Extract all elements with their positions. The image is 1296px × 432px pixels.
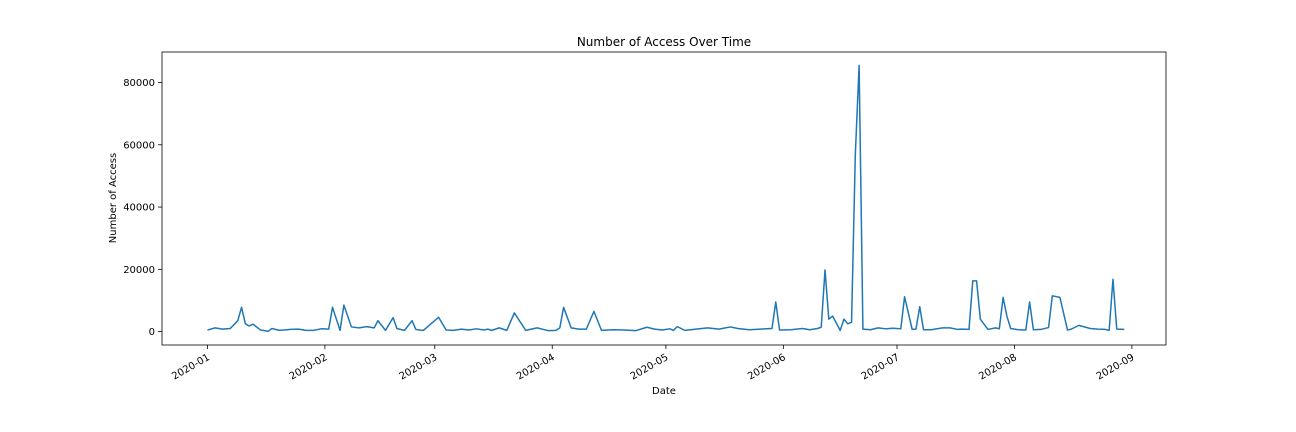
y-tick-label: 60000	[123, 140, 155, 151]
plot-line-layer	[207, 64, 1125, 333]
chart-title: Number of Access Over Time	[577, 35, 751, 49]
y-axis-ticks: 0 20000 40000 60000 80000	[123, 78, 162, 338]
series-line-0	[207, 64, 1125, 333]
y-tick-label: 0	[149, 327, 155, 338]
y-tick-label: 20000	[123, 265, 155, 276]
y-tick-label: 40000	[123, 203, 155, 214]
y-tick-label: 80000	[123, 78, 155, 89]
plot-frame	[161, 51, 1167, 346]
x-axis-title: Date	[652, 386, 676, 397]
y-axis-title: Number of Access	[108, 153, 119, 243]
